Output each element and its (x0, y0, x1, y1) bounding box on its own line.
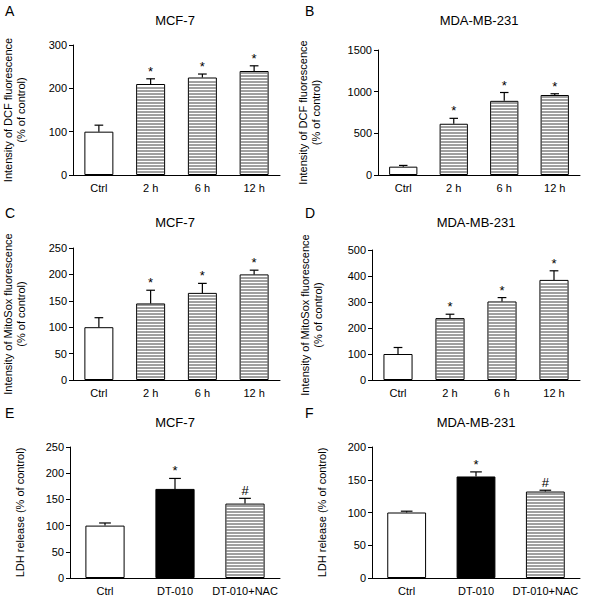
svg-text:(% of control): (% of control) (15, 281, 27, 346)
svg-text:*: * (252, 255, 257, 270)
svg-text:MDA-MB-231: MDA-MB-231 (437, 215, 516, 230)
svg-text:500: 500 (348, 244, 366, 256)
svg-text:6 h: 6 h (195, 182, 210, 194)
svg-text:*: * (447, 299, 452, 314)
svg-text:300: 300 (49, 39, 67, 51)
svg-text:DT-010+NAC: DT-010+NAC (212, 585, 278, 597)
svg-text:2 h: 2 h (442, 387, 457, 399)
svg-text:#: # (241, 483, 249, 498)
svg-text:0: 0 (360, 374, 366, 386)
svg-text:50: 50 (52, 546, 64, 558)
svg-text:Ctrl: Ctrl (90, 387, 107, 399)
svg-text:DT-010: DT-010 (157, 585, 193, 597)
svg-text:250: 250 (49, 242, 67, 254)
svg-text:12 h: 12 h (243, 387, 264, 399)
svg-text:0: 0 (61, 374, 67, 386)
svg-text:6 h: 6 h (494, 387, 509, 399)
svg-text:400: 400 (348, 270, 366, 282)
svg-text:Ctrl: Ctrl (389, 387, 406, 399)
svg-text:E: E (5, 405, 14, 421)
svg-text:Ctrl: Ctrl (395, 182, 412, 194)
svg-text:Intensity of MitoSox fluoresce: Intensity of MitoSox fluorescence (2, 233, 14, 394)
svg-text:150: 150 (348, 474, 366, 486)
svg-text:*: * (499, 283, 504, 298)
svg-text:250: 250 (46, 441, 64, 453)
svg-text:0: 0 (366, 169, 372, 181)
svg-text:*: * (148, 64, 153, 79)
svg-text:*: * (252, 51, 257, 66)
svg-text:*: * (172, 463, 177, 478)
svg-text:200: 200 (46, 467, 64, 479)
svg-text:100: 100 (348, 348, 366, 360)
svg-text:6 h: 6 h (497, 182, 512, 194)
svg-text:*: * (551, 256, 556, 271)
svg-text:D: D (305, 205, 315, 221)
svg-text:*: * (451, 103, 456, 118)
svg-text:MCF-7: MCF-7 (155, 13, 195, 28)
svg-text:MCF-7: MCF-7 (155, 415, 195, 430)
svg-text:12 h: 12 h (543, 387, 564, 399)
svg-text:200: 200 (348, 441, 366, 453)
svg-text:Ctrl: Ctrl (398, 585, 415, 597)
svg-text:LDH release (% of control): LDH release (% of control) (14, 448, 26, 578)
svg-text:12 h: 12 h (243, 182, 264, 194)
svg-text:150: 150 (46, 493, 64, 505)
svg-text:(% of control): (% of control) (312, 282, 324, 347)
svg-text:6 h: 6 h (195, 387, 210, 399)
svg-text:F: F (305, 405, 314, 421)
svg-text:2 h: 2 h (143, 387, 158, 399)
svg-text:0: 0 (58, 572, 64, 584)
svg-text:100: 100 (49, 321, 67, 333)
svg-text:Ctrl: Ctrl (90, 182, 107, 194)
svg-text:DT-010+NAC: DT-010+NAC (512, 585, 578, 597)
svg-text:*: * (200, 59, 205, 74)
svg-text:C: C (5, 205, 15, 221)
svg-text:*: * (473, 457, 478, 472)
svg-text:12 h: 12 h (544, 182, 565, 194)
svg-text:100: 100 (348, 507, 366, 519)
svg-text:50: 50 (55, 348, 67, 360)
svg-text:1000: 1000 (348, 86, 372, 98)
svg-text:DT-010: DT-010 (458, 585, 494, 597)
svg-text:500: 500 (354, 127, 372, 139)
svg-text:1500: 1500 (348, 44, 372, 56)
svg-text:*: * (552, 79, 557, 94)
svg-text:MCF-7: MCF-7 (155, 215, 195, 230)
svg-text:Intensity of DCF fluorescence: Intensity of DCF fluorescence (2, 38, 14, 182)
svg-text:200: 200 (49, 82, 67, 94)
svg-text:2 h: 2 h (143, 182, 158, 194)
svg-text:100: 100 (46, 520, 64, 532)
svg-text:#: # (542, 475, 550, 490)
svg-text:Ctrl: Ctrl (96, 585, 113, 597)
svg-text:50: 50 (354, 539, 366, 551)
svg-text:B: B (305, 3, 314, 19)
svg-text:(% of control): (% of control) (310, 80, 322, 145)
svg-text:200: 200 (49, 268, 67, 280)
svg-text:*: * (148, 275, 153, 290)
svg-text:150: 150 (49, 295, 67, 307)
svg-text:A: A (5, 3, 15, 19)
svg-text:0: 0 (61, 169, 67, 181)
svg-text:MDA-MB-231: MDA-MB-231 (437, 415, 516, 430)
svg-text:200: 200 (348, 322, 366, 334)
svg-text:Intensity of MitoSox fluoresce: Intensity of MitoSox fluorescence (299, 234, 311, 395)
svg-text:MDA-MB-231: MDA-MB-231 (440, 13, 519, 28)
svg-text:2 h: 2 h (446, 182, 461, 194)
svg-text:Intensity of DCF fluorescence: Intensity of DCF fluorescence (297, 40, 309, 184)
svg-text:LDH release (% of control): LDH release (% of control) (316, 448, 328, 578)
svg-text:*: * (502, 78, 507, 93)
svg-text:*: * (200, 268, 205, 283)
svg-text:100: 100 (49, 126, 67, 138)
svg-text:300: 300 (348, 296, 366, 308)
svg-text:0: 0 (360, 572, 366, 584)
svg-text:(% of control): (% of control) (15, 77, 27, 142)
